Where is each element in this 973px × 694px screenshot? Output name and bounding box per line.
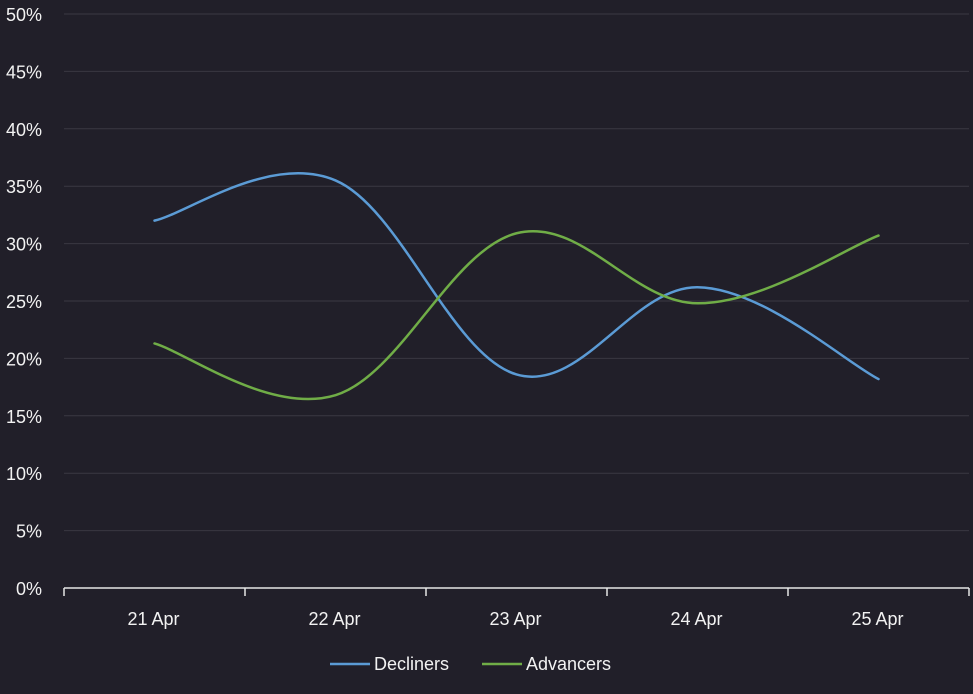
x-tick-label: 21 Apr — [127, 609, 179, 629]
y-tick-label: 40% — [6, 120, 42, 140]
y-tick-label: 45% — [6, 62, 42, 82]
y-tick-label: 20% — [6, 349, 42, 369]
y-tick-label: 50% — [6, 5, 42, 25]
x-axis: 21 Apr 22 Apr 23 Apr 24 Apr 25 Apr — [64, 588, 969, 629]
y-axis: 0% 5% 10% 15% 20% 25% 30% 35% 40% 45% 50% — [6, 5, 42, 599]
y-tick-label: 35% — [6, 177, 42, 197]
series-line-decliners — [155, 173, 879, 379]
y-tick-label: 15% — [6, 407, 42, 427]
y-tick-label: 30% — [6, 235, 42, 255]
gridlines — [64, 14, 969, 531]
legend: Decliners Advancers — [330, 654, 611, 674]
legend-label-advancers: Advancers — [526, 654, 611, 674]
legend-label-decliners: Decliners — [374, 654, 449, 674]
x-tick-label: 25 Apr — [851, 609, 903, 629]
y-tick-label: 0% — [16, 579, 42, 599]
x-tick-label: 22 Apr — [308, 609, 360, 629]
series-lines — [154, 173, 878, 399]
y-tick-label: 25% — [6, 292, 42, 312]
y-tick-label: 10% — [6, 464, 42, 484]
x-tick-label: 24 Apr — [670, 609, 722, 629]
y-tick-label: 5% — [16, 522, 42, 542]
x-tick-label: 23 Apr — [489, 609, 541, 629]
